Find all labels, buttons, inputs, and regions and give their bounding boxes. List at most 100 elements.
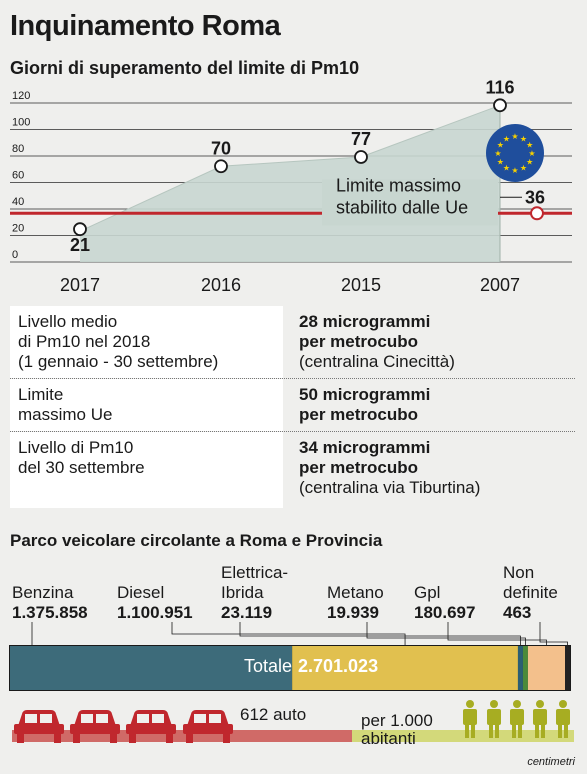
data-point [354,150,368,164]
eu-star: ★ [497,141,504,150]
bar-segment [522,646,528,690]
person-leg [558,724,562,738]
vehicle-label-elettrica-l2: Ibrida [221,583,264,602]
eu-star: ★ [526,141,533,150]
vehicle-value-benzina: 1.375.858 [12,603,88,622]
info-row: Livello medio di Pm10 nel 2018 (1 gennai… [10,306,575,379]
car-window [81,714,93,723]
info-value-line: per metrocubo [299,458,419,477]
car-wheel [223,733,230,743]
y-tick-label: 20 [12,223,24,235]
info-label-line: Livello di Pm10 [18,438,134,457]
person-head [490,700,498,708]
leader-line [447,622,547,646]
info-value-line: 34 microgrammi [299,438,431,457]
car-icon [126,710,176,743]
eu-flag-disc [486,124,544,182]
person-body [463,709,477,725]
car-window [25,714,37,723]
person-head [536,700,544,708]
cars-per-text-l1: per 1.000 [361,711,433,730]
person-leg [564,724,568,738]
vehicle-label-diesel: Diesel [117,583,165,602]
vehicle-value-gpl: 180.697 [414,603,476,622]
person-leg [465,724,469,738]
info-value-line: per metrocubo [299,332,419,351]
info-row: Limite massimo Ue 50 microgrammi per met… [10,379,575,432]
info-label-line: Limite [18,385,64,404]
limit-marker [530,206,544,221]
vehicle-value-elettrica: 23.119 [221,603,273,622]
vehicle-label-nondefinite-l2: definite [503,583,558,602]
info-value-note: (centralina via Tiburtina) [299,478,481,497]
person-body [510,709,524,725]
car-body-top [130,710,172,726]
person-head [466,700,474,708]
car-wheel [73,733,80,743]
eu-star: ★ [526,158,533,167]
info-value: 28 microgrammi per metrocubo (centralina… [283,306,575,378]
limit-text-line1: Limite massimo [336,175,461,195]
cars-value-text: 612 auto [240,705,306,724]
limit-value-label: 36 [525,187,545,207]
car-icon [70,710,120,743]
data-label: 21 [70,235,90,255]
eu-star: ★ [511,166,518,175]
person-icon [510,700,524,738]
car-body [14,724,64,734]
leader-line [171,622,406,646]
info-label: Livello medio di Pm10 nel 2018 (1 gennai… [10,306,283,378]
leader-line [539,622,568,646]
limit-text-line2: stabilito dalle Ue [336,197,468,217]
data-point [214,159,228,174]
car-icon [183,710,233,743]
person-leg [471,724,475,738]
car-wheel [129,733,136,743]
total-label: Totale [244,656,292,676]
info-label: Limite massimo Ue [10,379,283,431]
vehicle-label-metano: Metano [327,583,384,602]
x-tick-label: 2017 [60,275,100,295]
person-leg [518,724,522,738]
car-body-top [74,710,116,726]
area-line [79,104,501,232]
person-leg [512,724,516,738]
person-icon [487,700,501,738]
car-body [126,724,176,734]
info-row: Livello di Pm10 del 30 settembre 34 micr… [10,432,575,508]
info-value: 50 microgrammi per metrocubo [283,379,575,431]
person-leg [541,724,545,738]
car-wheel [54,733,61,743]
info-value-line: 50 microgrammi [299,385,431,404]
eu-star: ★ [528,149,535,158]
person-leg [495,724,499,738]
person-leg [535,724,539,738]
y-tick-label: 60 [12,170,24,182]
info-label: Livello di Pm10 del 30 settembre [10,432,283,508]
car-wheel [166,733,173,743]
eu-flag-icon: ★★★★★★★★★ ★ ★★ [486,124,544,182]
person-head [559,700,567,708]
eu-star: ★ [520,134,527,143]
person-body [556,709,570,725]
car-wheel [110,733,117,743]
vehicle-label-benzina: Benzina [12,583,74,602]
vehicle-value-nondefinite: 463 [503,603,532,622]
leader-line [239,622,521,646]
data-label: 116 [485,80,514,97]
bar-segment [517,646,523,690]
person-icon [533,700,547,738]
eu-star: ★ [503,164,510,173]
car-body [183,724,233,734]
chart-subtitle: Giorni di superamento del limite di Pm10 [10,58,360,78]
vehicles-title: Parco veicolare circolante a Roma e Prov… [10,531,383,550]
vehicle-label-nondefinite-l1: Non [503,563,535,582]
info-label-line: di Pm10 nel 2018 [18,332,151,351]
person-body [533,709,547,725]
y-tick-label: 80 [12,143,24,155]
person-head [513,700,521,708]
vehicles-bar-chart: Totale 2.701.023 612 auto per 1.000 abit… [9,622,574,748]
info-label-line: (1 gennaio - 30 settembre) [18,352,219,371]
car-icon [14,710,64,743]
info-value-note: (centralina Cinecittà) [299,352,455,371]
